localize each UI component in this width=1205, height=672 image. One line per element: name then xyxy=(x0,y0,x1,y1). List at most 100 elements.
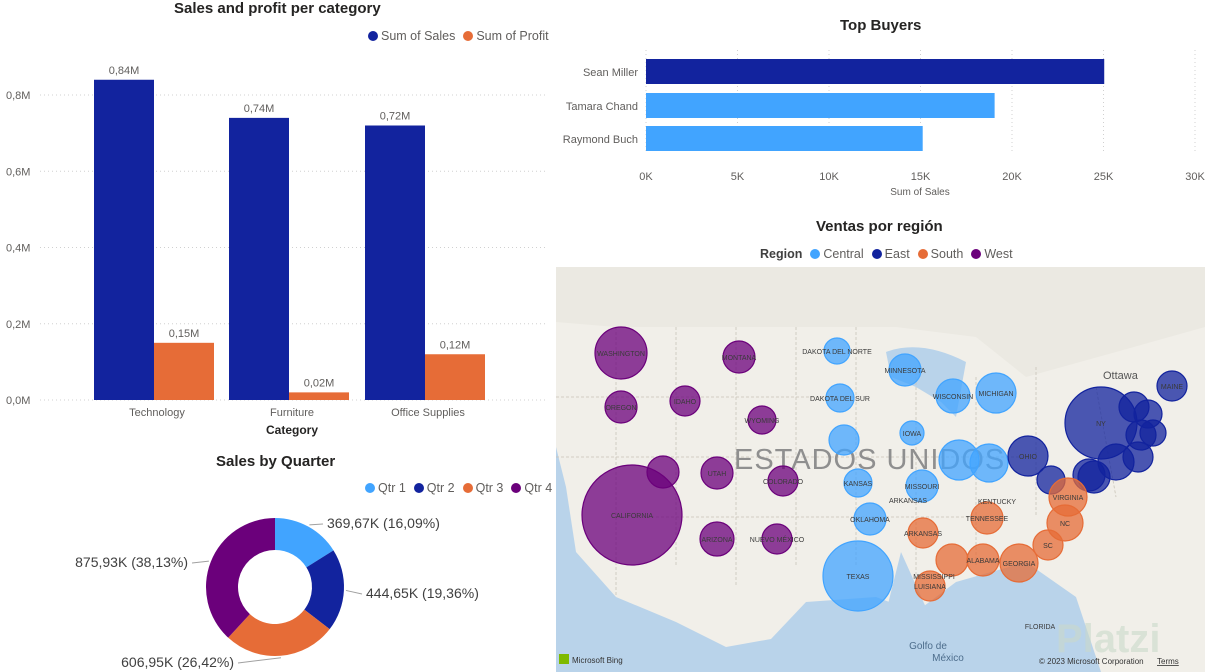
state-label: NY xyxy=(1096,421,1106,428)
y-tick-label: 0,2M xyxy=(6,319,30,331)
legend-label-qtr3: Qtr 3 xyxy=(475,481,504,495)
sales-bar-office-supplies xyxy=(365,125,425,400)
gulf-inlet xyxy=(886,552,936,672)
state-label: FLORIDA xyxy=(1025,624,1056,631)
y-tick-label: 0,6M xyxy=(6,166,30,178)
legend-item-sales[interactable]: Sum of Sales xyxy=(368,29,455,43)
legend-label-east: East xyxy=(884,247,910,261)
region-bubble-west xyxy=(581,464,683,566)
x-tick-label: Furniture xyxy=(270,407,314,419)
region-bubble-west xyxy=(594,326,648,380)
map-copyright: © 2023 Microsoft Corporation xyxy=(1039,657,1144,666)
region-bubble-south xyxy=(1032,529,1064,561)
leader-line xyxy=(345,589,363,595)
region-bubble-west xyxy=(747,405,777,435)
region-bubble-west xyxy=(761,523,793,555)
region-bubble-west xyxy=(767,465,799,497)
region-bubble-west xyxy=(722,340,756,374)
profit-bar-technology xyxy=(154,342,214,400)
x-tick-label: 15K xyxy=(911,171,931,183)
state-label: ARKANSAS xyxy=(889,498,927,505)
sea-label: México xyxy=(932,653,964,664)
region-bubble-central xyxy=(828,424,860,456)
state-label: IDAHO xyxy=(674,399,697,406)
bing-logo xyxy=(559,654,569,664)
region-bubble-south xyxy=(966,543,1000,577)
state-label: MONTANA xyxy=(722,355,757,362)
state-label: OKLAHOMA xyxy=(850,517,890,524)
legend-item-south[interactable]: South xyxy=(917,247,963,261)
sales-bar-technology xyxy=(94,79,154,400)
legend-label-sales: Sum of Sales xyxy=(381,29,456,43)
category-bar-chart: 0,0M 0,2M 0,4M 0,6M 0,8M 0,84M 0,15M Technology… xyxy=(6,65,545,437)
leader-line xyxy=(237,657,282,664)
state-label: MICHIGAN xyxy=(979,391,1014,398)
y-tick-label: Sean Miller xyxy=(583,67,638,79)
region-bubble-central xyxy=(899,420,925,446)
region-bubble-west xyxy=(700,456,734,490)
region-map-title: Ventas por región xyxy=(816,218,943,235)
state-label: UTAH xyxy=(708,471,727,478)
legend-label-profit: Sum of Profit xyxy=(476,29,549,43)
legend-marker-qtr3 xyxy=(462,483,473,493)
legend-item-qtr2[interactable]: Qtr 2 xyxy=(413,481,455,495)
state-label: WISCONSIN xyxy=(933,394,973,401)
buyer-bar-raymond-buch xyxy=(646,126,923,151)
data-label: 0,15M xyxy=(169,328,200,340)
region-bubble-central xyxy=(823,337,851,365)
region-bubble-south xyxy=(935,543,969,577)
legend-item-qtr1[interactable]: Qtr 1 xyxy=(365,481,406,495)
x-tick-label: 10K xyxy=(819,171,839,183)
legend-marker-sales xyxy=(368,31,378,41)
region-bubble-central xyxy=(975,372,1017,414)
legend-item-central[interactable]: Central xyxy=(810,247,864,261)
legend-label-qtr1: Qtr 1 xyxy=(378,481,406,495)
terms-link[interactable]: Terms xyxy=(1157,657,1179,666)
x-axis-title: Sum of Sales xyxy=(890,187,949,198)
city-label-ottawa: Ottawa xyxy=(1103,370,1139,382)
state-label: LUISIANA xyxy=(914,584,946,591)
data-label: 0,02M xyxy=(304,377,335,389)
legend-marker-profit xyxy=(463,31,474,41)
x-tick-label: 30K xyxy=(1185,171,1205,183)
legend-item-qtr3[interactable]: Qtr 3 xyxy=(462,481,504,495)
state-label: ALABAMA xyxy=(966,558,999,565)
quarter-chart-title: Sales by Quarter xyxy=(216,453,336,470)
legend-label-qtr2: Qtr 2 xyxy=(426,481,455,495)
x-tick-label: 25K xyxy=(1094,171,1114,183)
region-bubble-central xyxy=(853,502,887,536)
legend-item-east[interactable]: East xyxy=(871,247,910,261)
region-bubble-east xyxy=(1139,419,1167,447)
state-label: OHIO xyxy=(1019,454,1037,461)
buyer-bar-sean-miller xyxy=(646,59,1105,84)
state-label: MINNESOTA xyxy=(884,368,925,375)
legend-marker-south xyxy=(917,249,928,259)
x-tick-label: 0K xyxy=(639,171,653,183)
state-label: KANSAS xyxy=(844,481,873,488)
state-label: DAKOTA DEL NORTE xyxy=(802,349,872,356)
state-label: OREGON xyxy=(605,405,636,412)
slice-label: 606,95K (26,42%) xyxy=(121,654,234,670)
y-tick-label: Raymond Buch xyxy=(563,134,638,146)
legend-item-qtr4[interactable]: Qtr 4 xyxy=(511,481,552,495)
region-bubble-west xyxy=(646,455,680,489)
buyer-bar-tamara-chand xyxy=(646,93,995,118)
region-bubble-south xyxy=(914,570,946,602)
legend-marker-qtr2 xyxy=(413,483,424,493)
state-label: MISSOURI xyxy=(905,484,940,491)
region-bubble-map[interactable]: ESTADOS UNIDOS Ottawa Golfo de México WASHIN… xyxy=(556,267,1205,672)
legend-item-west[interactable]: West xyxy=(971,247,1013,261)
sales-bar-furniture xyxy=(229,117,289,400)
slice-label: 875,93K (38,13%) xyxy=(75,554,188,570)
region-bubble-central xyxy=(935,378,971,414)
region-bubble-south xyxy=(999,543,1039,583)
state-label: VIRGINIA xyxy=(1053,495,1084,502)
data-label: 0,12M xyxy=(440,339,471,351)
state-label: IOWA xyxy=(903,431,922,438)
legend-marker-qtr4 xyxy=(511,483,522,493)
legend-item-profit[interactable]: Sum of Profit xyxy=(463,29,549,43)
state-label: DAKOTA DEL SUR xyxy=(810,396,870,403)
region-bubble-west xyxy=(604,390,638,424)
leader-line xyxy=(191,560,209,564)
